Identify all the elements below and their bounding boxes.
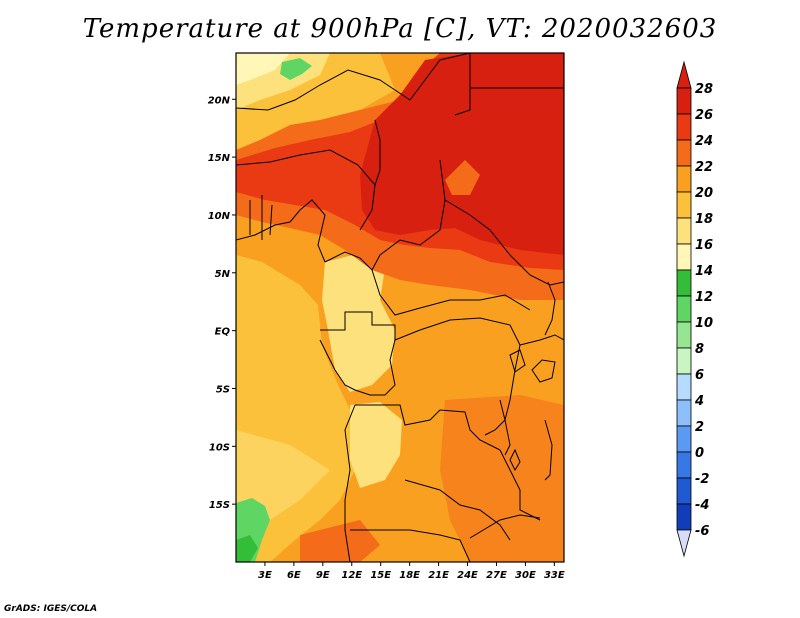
- border-niger-chad: [374, 119, 381, 186]
- field-hot-patch: [445, 160, 480, 195]
- border-cameroon: [324, 251, 373, 271]
- colorbar-label: 28: [695, 82, 713, 97]
- border-north: [236, 53, 471, 111]
- lon-tick-label: 6E: [287, 570, 301, 581]
- colorbar-segment: [676, 113, 692, 141]
- lon-tick-label: 21E: [428, 570, 449, 581]
- chart-title: Temperature at 900hPa [C], VT: 202003260…: [82, 14, 718, 44]
- colorbar-label: 14: [695, 264, 713, 279]
- lat-tick-label: 5S: [216, 384, 230, 395]
- colorbar-top-cap: [676, 60, 692, 89]
- lon-tick-label: 30E: [515, 570, 536, 581]
- lat-tick-label: 15N: [208, 153, 231, 164]
- colorbar-segment: [676, 399, 692, 427]
- lon-tick-label: 24E: [457, 570, 478, 581]
- border-malawi: [499, 449, 541, 521]
- colorbar-label: -6: [695, 524, 709, 539]
- lon-tick-label: 18E: [399, 570, 420, 581]
- border-car: [371, 269, 531, 316]
- colorbar-segment: [676, 477, 692, 505]
- colorbar-segment: [676, 373, 692, 401]
- lake-victoria: [509, 349, 556, 383]
- colorbar-label: 6: [695, 368, 704, 383]
- field-angola-cool: [350, 402, 402, 488]
- colorbar-label: 4: [694, 394, 704, 409]
- colorbar-segment: [676, 139, 692, 167]
- lat-tick-label: 5N: [215, 269, 231, 280]
- lon-tick-label: 9E: [316, 570, 330, 581]
- border-uganda: [519, 334, 564, 346]
- border-sudan-south: [444, 199, 564, 286]
- lake-mweru: [509, 448, 521, 472]
- lat-tick-label: EQ: [215, 327, 231, 338]
- lat-axis: 20N 15N 10N 5N EQ 5S 10S 15S: [208, 95, 236, 511]
- colorbar-segment: [676, 269, 692, 297]
- colorbar-segment: [676, 165, 692, 193]
- colorbar-segment: [676, 425, 692, 453]
- colorbar-label: 16: [695, 238, 713, 253]
- lake-kariba: [469, 514, 541, 539]
- border-angola-coast: [344, 404, 356, 562]
- colorbar-segment: [676, 451, 692, 479]
- lon-tick-label: 3E: [258, 570, 272, 581]
- border-angola-drc: [355, 404, 501, 451]
- colorbar-segment: [676, 191, 692, 219]
- field-green-south-deep: [236, 535, 258, 562]
- colorbar-segment: [676, 347, 692, 375]
- lake-tanganyika: [499, 399, 511, 456]
- colorbar-bottom-cap: [676, 529, 692, 558]
- border-namibia: [350, 529, 471, 562]
- border-zambia: [404, 479, 511, 541]
- field-hottest-core: [360, 53, 564, 255]
- field-green-north: [280, 58, 312, 80]
- colorbar-label: 22: [695, 160, 713, 175]
- lon-tick-label: 12E: [341, 570, 362, 581]
- colorbar-label: 10: [695, 316, 713, 331]
- lat-tick-label: 20N: [208, 95, 231, 106]
- colorbar-segment: [676, 243, 692, 271]
- colorbar-label: 8: [695, 342, 704, 357]
- lat-tick-label: 10S: [209, 442, 230, 453]
- temperature-field: [236, 53, 564, 562]
- colorbar-segment: [676, 217, 692, 245]
- colorbar-label: 0: [695, 446, 704, 461]
- colorbar-label: -2: [695, 472, 709, 487]
- border-gabon-congo: [319, 311, 396, 396]
- lat-tick-label: 15S: [209, 500, 230, 511]
- credit-label: GrADS: IGES/COLA: [4, 604, 98, 614]
- border-sahel: [236, 149, 376, 231]
- lon-axis: 3E 6E 9E 12E 15E 18E 21E 24E 27E 30E 33E: [258, 562, 565, 581]
- field-sahara-coolest: [236, 53, 290, 85]
- colorbar-segment: [676, 503, 692, 531]
- colorbar-label: 2: [695, 420, 704, 435]
- colorbar-label: 26: [695, 108, 713, 123]
- field-southeast-warm: [440, 395, 564, 562]
- lat-tick-label: 10N: [208, 211, 231, 222]
- lon-tick-label: 15E: [370, 570, 391, 581]
- border-libya-egypt: [454, 53, 471, 116]
- colorbar-segment: [676, 87, 692, 115]
- border-west-coast: [249, 195, 273, 240]
- lon-tick-label: 33E: [544, 570, 565, 581]
- colorbar-label: 12: [695, 290, 713, 305]
- colorbar-label: -4: [695, 498, 709, 513]
- colorbar-segment: [676, 321, 692, 349]
- border-ethiopia: [544, 281, 556, 336]
- colorbar-label: 20: [695, 186, 713, 201]
- lake-malawi: [544, 419, 553, 481]
- field-congo-cool: [322, 252, 395, 392]
- country-borders: [236, 53, 564, 562]
- map-frame: [235, 52, 565, 563]
- colorbar-label: 18: [695, 212, 713, 227]
- colorbar-label: 24: [695, 134, 713, 149]
- lon-tick-label: 27E: [486, 570, 507, 581]
- colorbar-segment: [676, 295, 692, 323]
